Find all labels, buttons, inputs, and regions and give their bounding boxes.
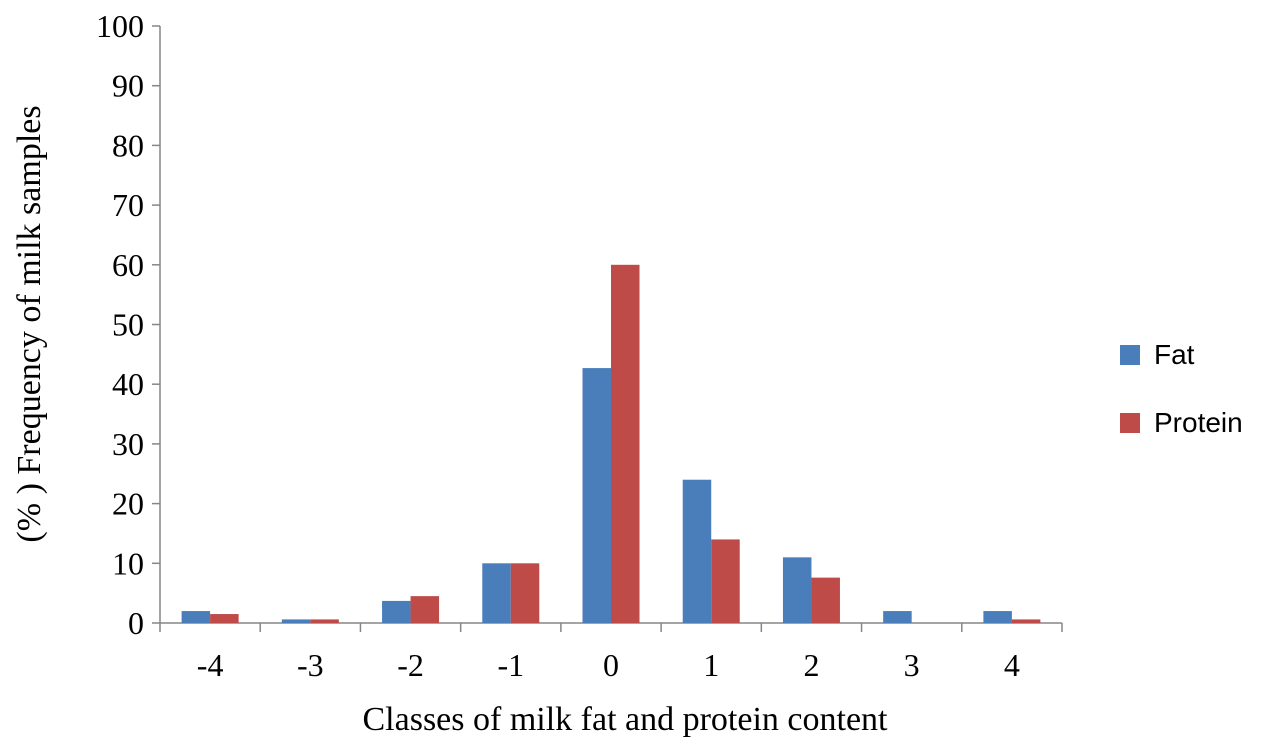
bar-protein--3 [310,619,339,623]
x-tick-label: 4 [1004,647,1020,683]
y-tick-label: 60 [112,247,144,283]
bar-protein-2 [811,577,840,623]
y-tick-label: 40 [112,366,144,402]
y-tick-label: 90 [112,68,144,104]
legend: Fat Protein [1120,339,1243,438]
x-tick-label: 2 [803,647,819,683]
bar-fat--3 [281,619,311,623]
bar-fat-3 [883,611,912,623]
y-tick-label: 30 [112,426,144,462]
bar-fat--2 [382,600,411,623]
x-axis-title: Classes of milk fat and protein content [363,701,889,738]
y-tick-label: 100 [96,8,144,44]
bar-protein-1 [711,539,740,623]
x-tick-label: 0 [603,647,619,683]
bar-protein--4 [210,614,239,623]
y-tick-label: 0 [128,605,144,641]
x-axis: -4 -3 -2 -1 0 1 2 3 4 [159,622,1063,683]
y-tick-label: 80 [112,127,144,163]
bar-fat--1 [482,563,511,623]
y-tick-label: 70 [112,187,144,223]
bar-protein--1 [510,563,540,623]
x-tick-label: -1 [497,647,524,683]
bars [181,264,1041,623]
bar-fat-1 [682,479,712,623]
legend-swatch-fat [1120,345,1140,365]
x-tick-label: 1 [703,647,719,683]
bar-protein-4 [1011,619,1041,623]
x-tick-label: -2 [397,647,424,683]
y-tick-label: 50 [112,307,144,343]
y-tick-label: 20 [112,486,144,522]
bar-protein-0 [611,264,640,623]
y-axis-title: (% ) Frequency of milk samples [11,105,48,542]
bar-protein--2 [410,596,440,623]
bar-fat-0 [582,368,611,623]
legend-label-protein: Protein [1154,407,1243,438]
legend-label-fat: Fat [1154,339,1195,370]
bar-fat-4 [983,611,1012,623]
x-tick-label: -4 [197,647,224,683]
bar-fat-2 [782,557,812,623]
x-tick-label: -3 [297,647,324,683]
bar-fat--4 [181,611,211,623]
y-tick-label: 10 [112,545,144,581]
x-tick-label: 3 [904,647,920,683]
y-axis: 0 10 20 30 40 50 60 70 80 90 100 [96,8,161,641]
legend-swatch-protein [1120,413,1140,433]
